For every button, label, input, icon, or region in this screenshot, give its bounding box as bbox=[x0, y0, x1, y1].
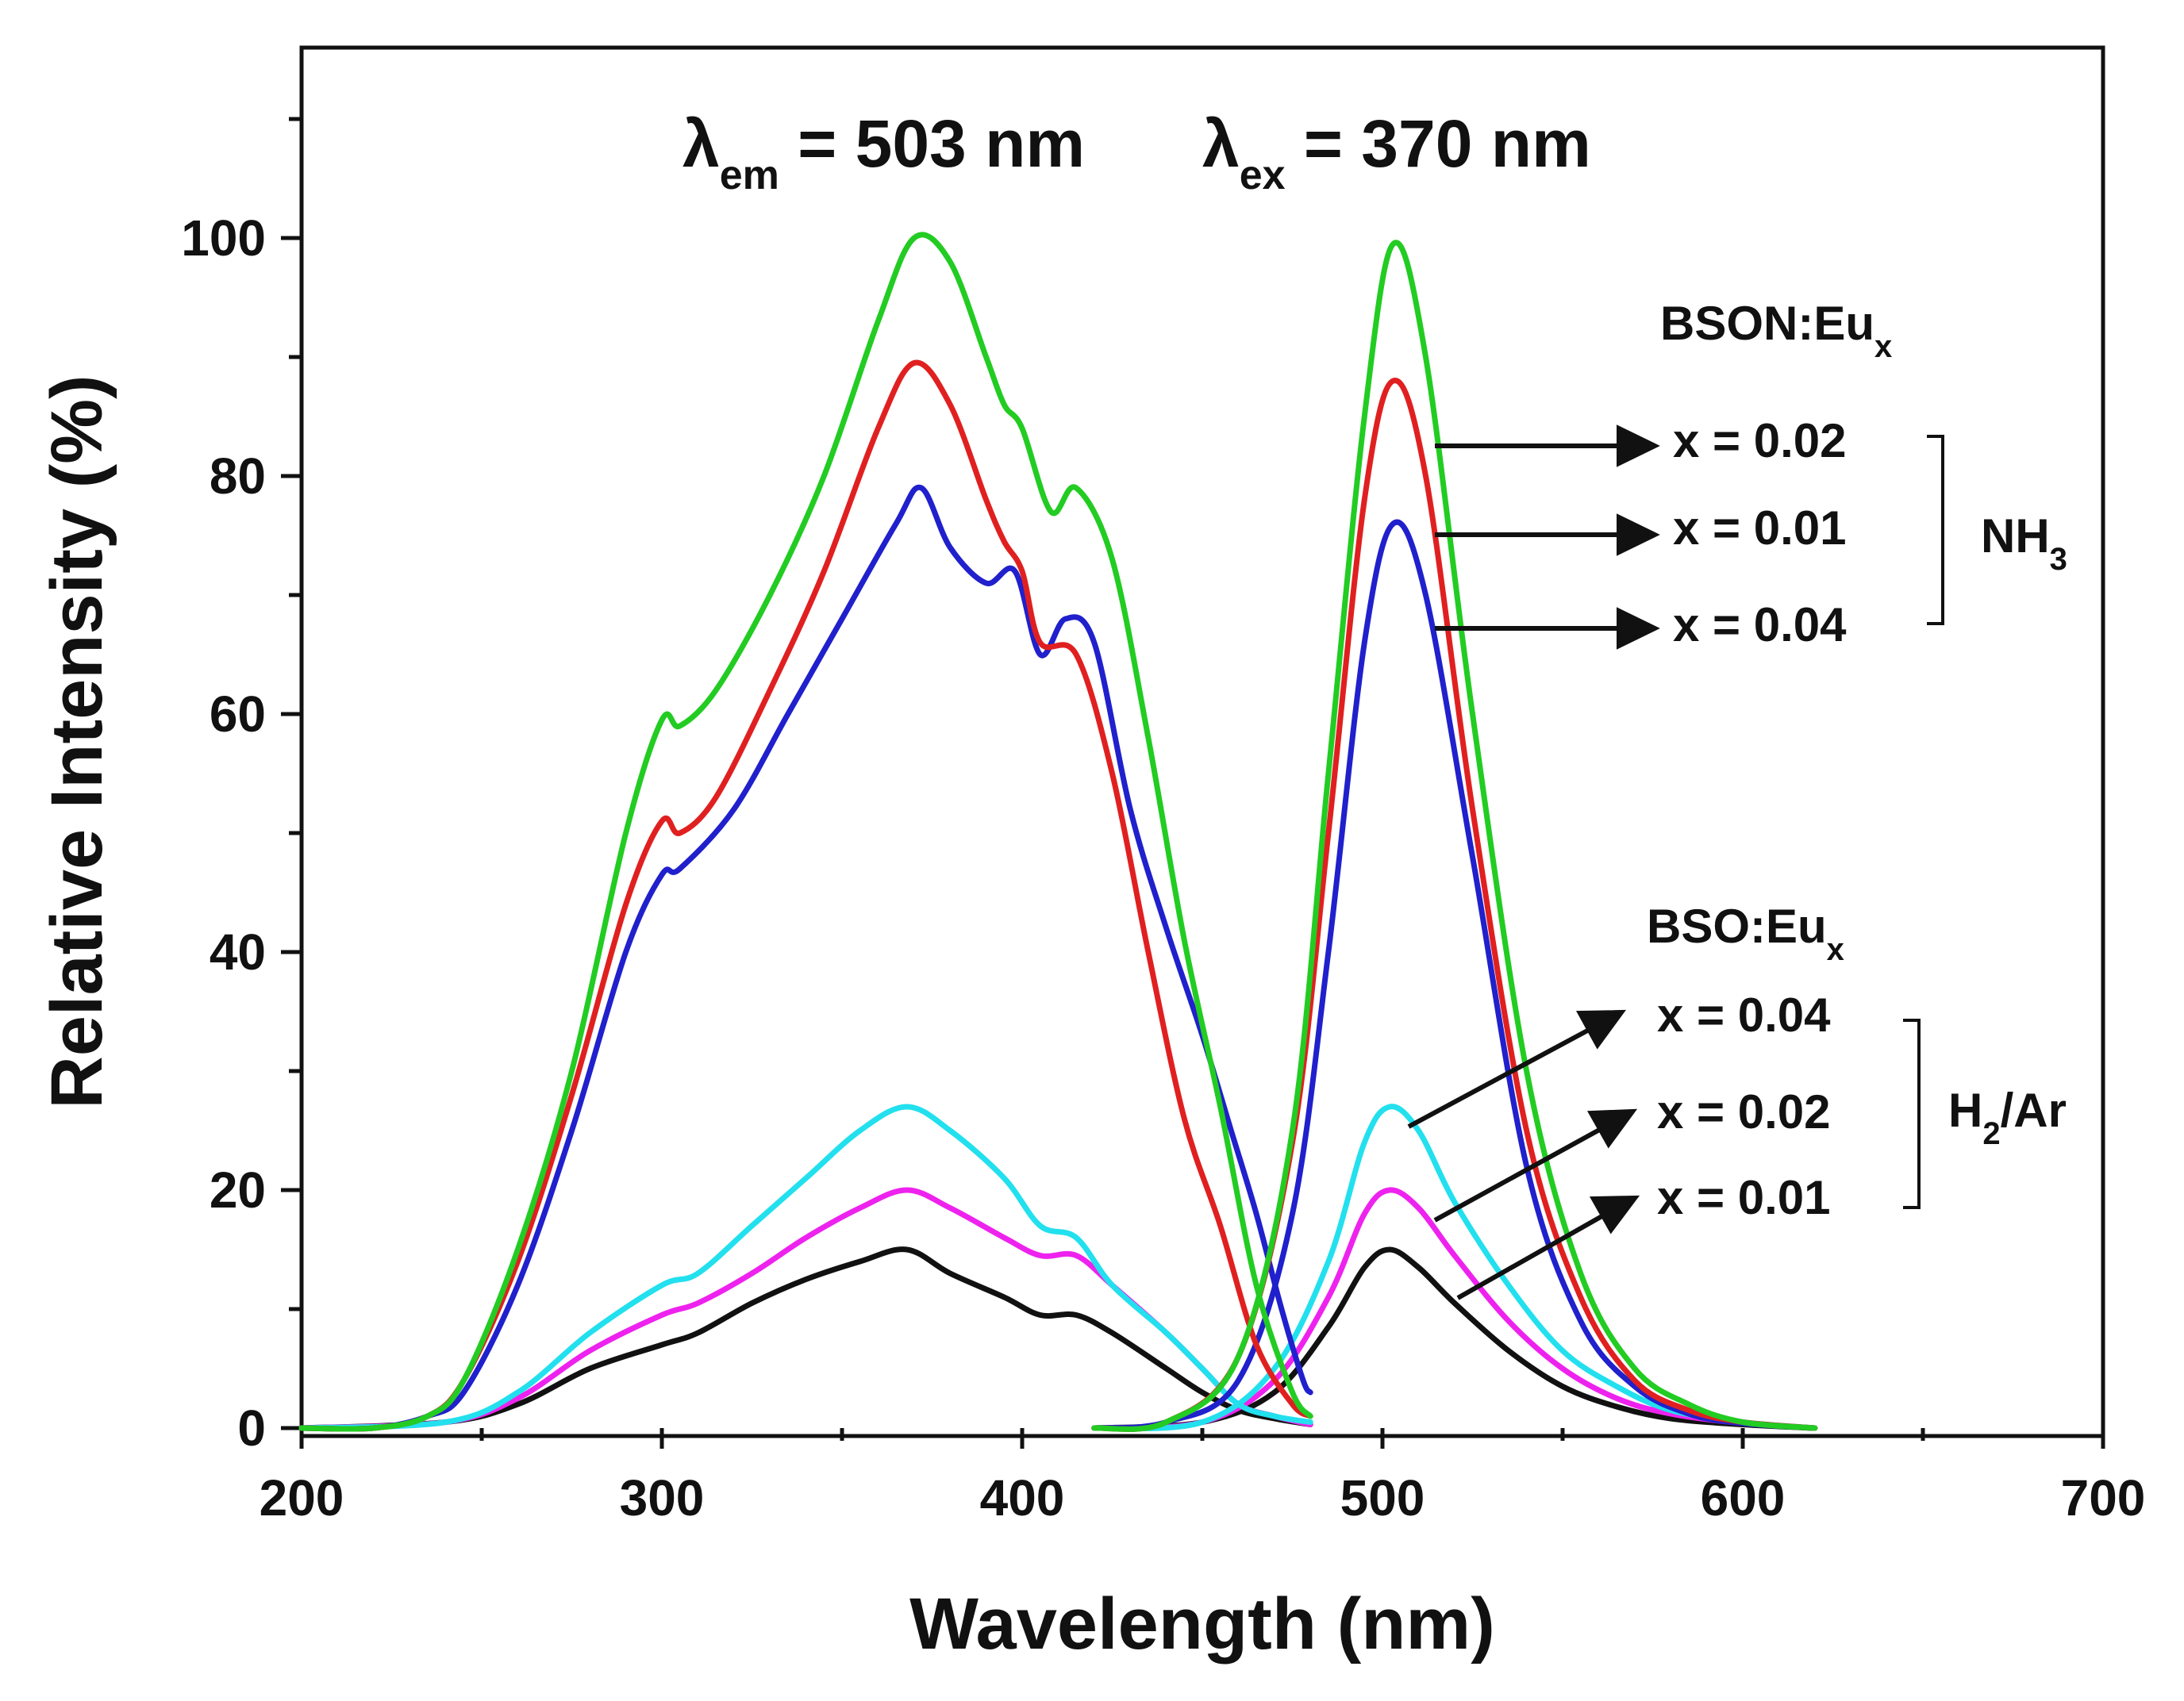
arrow-bso-3-head bbox=[1589, 1195, 1640, 1234]
header-ex-label: λex = 370 nm bbox=[1202, 106, 1591, 198]
y-tick-label: 100 bbox=[181, 209, 266, 267]
y-axis-ticks: 0 20 40 60 80 100 bbox=[181, 117, 302, 1457]
series-line-excitation bbox=[298, 232, 1313, 1432]
series-line-emission bbox=[1091, 240, 1818, 1432]
arrow-bson-1-head bbox=[1617, 424, 1660, 467]
series-layer bbox=[298, 232, 1818, 1432]
bson-label-1: x = 0.02 bbox=[1673, 414, 1847, 467]
series-line-excitation bbox=[298, 1104, 1313, 1431]
x-tick-label: 600 bbox=[1701, 1469, 1786, 1526]
bso-label-2: x = 0.02 bbox=[1657, 1085, 1831, 1138]
series-line-excitation bbox=[298, 359, 1313, 1432]
x-tick-label: 700 bbox=[2061, 1469, 2146, 1526]
y-axis-title: Relative Intensity (%) bbox=[37, 374, 117, 1108]
arrow-bson-3-head bbox=[1617, 607, 1660, 650]
arrows bbox=[1407, 424, 1660, 1300]
x-axis-ticks: 200 300 400 500 600 700 bbox=[260, 1428, 2146, 1526]
bso-label-3: x = 0.01 bbox=[1657, 1171, 1831, 1224]
series-line-excitation bbox=[298, 484, 1313, 1432]
x-tick-label: 500 bbox=[1340, 1469, 1425, 1526]
arrow-bso-2-head bbox=[1586, 1108, 1638, 1149]
header-em-label: λem = 503 nm bbox=[682, 106, 1085, 198]
arrow-bso-3-line bbox=[1456, 1212, 1606, 1300]
y-tick-label: 20 bbox=[210, 1162, 266, 1219]
arrow-bso-1-line bbox=[1407, 1027, 1592, 1129]
bso-atmosphere: H2/Ar bbox=[1948, 1084, 2067, 1151]
x-axis-title: Wavelength (nm) bbox=[909, 1584, 1495, 1665]
arrow-bso-2-line bbox=[1433, 1126, 1604, 1223]
arrow-bso-1-head bbox=[1575, 1009, 1626, 1050]
y-tick-label: 80 bbox=[210, 447, 266, 505]
bson-atmosphere: NH3 bbox=[1981, 509, 2067, 577]
y-tick-label: 0 bbox=[237, 1400, 266, 1457]
bso-bracket bbox=[1903, 1019, 1921, 1209]
series-line-emission bbox=[1091, 1104, 1818, 1431]
x-tick-label: 200 bbox=[260, 1469, 344, 1526]
series-line-excitation bbox=[298, 1246, 1313, 1431]
y-tick-label: 40 bbox=[210, 923, 266, 981]
arrow-bson-2-head bbox=[1617, 513, 1660, 556]
bson-label-2: x = 0.01 bbox=[1673, 501, 1847, 555]
series-line-emission bbox=[1091, 1246, 1818, 1431]
x-tick-label: 300 bbox=[620, 1469, 705, 1526]
series-line-emission bbox=[1091, 519, 1818, 1431]
bso-label-1: x = 0.04 bbox=[1657, 989, 1831, 1042]
y-tick-label: 60 bbox=[210, 685, 266, 743]
plot-frame bbox=[299, 45, 2105, 1438]
bson-bracket bbox=[1927, 435, 1944, 625]
bson-label-3: x = 0.04 bbox=[1673, 598, 1847, 651]
x-tick-label: 400 bbox=[980, 1469, 1065, 1526]
group-bso-title: BSO:Eux bbox=[1647, 900, 1844, 967]
group-bson-title: BSON:Eux bbox=[1660, 297, 1892, 364]
